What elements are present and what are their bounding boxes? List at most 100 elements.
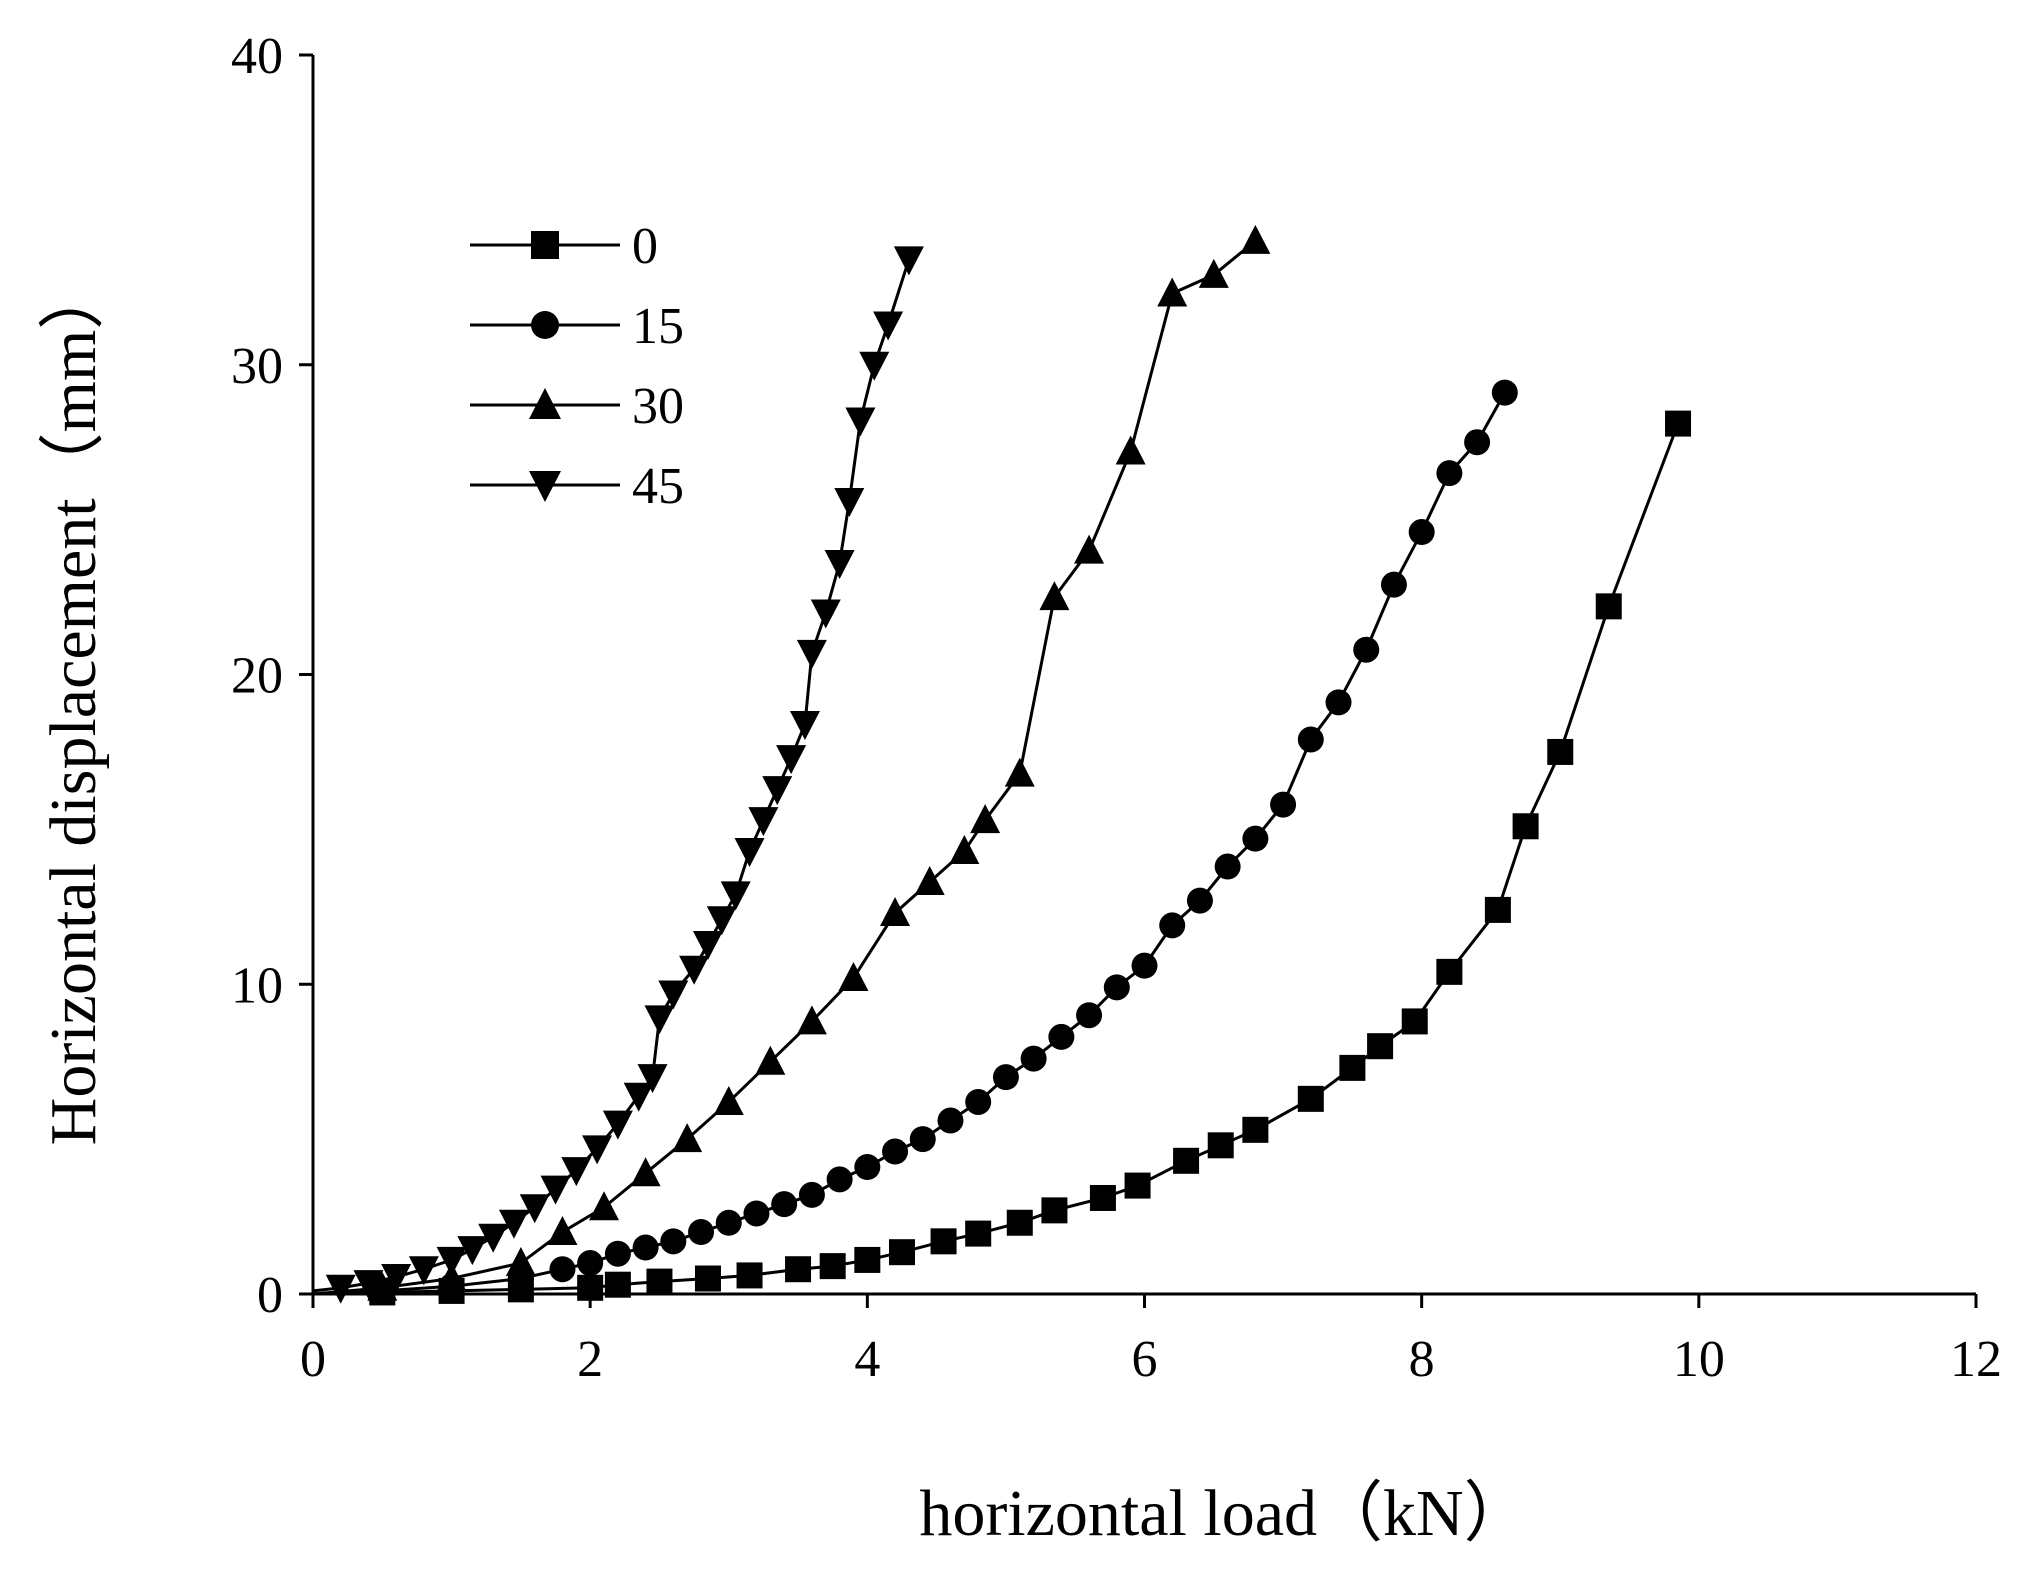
data-point-triangle-down — [353, 1270, 384, 1300]
data-point-circle — [604, 1240, 631, 1267]
data-point-circle — [688, 1219, 715, 1246]
data-point-triangle-down — [325, 1274, 356, 1304]
data-point-triangle-down — [498, 1209, 529, 1239]
data-point-square — [577, 1274, 604, 1301]
data-point-circle — [882, 1138, 909, 1165]
series-0 — [312, 410, 1692, 1306]
data-point-circle — [1491, 379, 1518, 406]
data-point-square — [965, 1220, 992, 1247]
data-point-square — [604, 1271, 631, 1298]
data-point-square — [1242, 1116, 1269, 1143]
data-point-square — [1124, 1172, 1151, 1199]
data-point-square — [1595, 593, 1622, 620]
data-point-triangle-up — [1039, 581, 1070, 611]
data-point-circle — [632, 1234, 659, 1261]
data-point-circle — [909, 1126, 936, 1153]
data-point-circle — [1297, 726, 1324, 753]
axes — [311, 55, 1976, 1296]
y-tick-label: 10 — [231, 957, 283, 1014]
data-point-circle — [854, 1154, 881, 1181]
data-point-triangle-up — [713, 1085, 744, 1115]
data-point-triangle-down — [748, 807, 779, 837]
data-point-triangle-down — [529, 471, 561, 502]
data-point-triangle-down — [582, 1135, 613, 1165]
data-point-circle — [577, 1250, 604, 1277]
data-point-triangle-down — [706, 906, 737, 936]
data-point-triangle-up — [436, 1262, 467, 1292]
data-point-triangle-up — [1115, 435, 1146, 465]
data-point-square — [1484, 896, 1511, 923]
data-point-triangle-down — [408, 1256, 439, 1286]
data-point-triangle-up — [589, 1191, 620, 1221]
series-line-15 — [312, 391, 1507, 1296]
data-point-circle — [1159, 912, 1186, 939]
data-point-triangle-up — [630, 1157, 661, 1187]
data-point-square — [785, 1256, 812, 1283]
data-point-circle — [1270, 791, 1297, 818]
data-point-triangle-down — [834, 488, 865, 518]
data-point-triangle-up — [880, 897, 911, 927]
legend: 0 15 30 45 — [470, 218, 684, 515]
y-axis-title: Horizontal displacement（mm） — [37, 264, 110, 1146]
data-point-circle — [1186, 887, 1213, 914]
series-30 — [312, 224, 1271, 1301]
data-point-triangle-up — [529, 388, 561, 419]
data-point-circle — [743, 1200, 770, 1227]
data-point-square — [1547, 738, 1574, 765]
series — [312, 224, 1692, 1306]
data-point-triangle-down — [776, 745, 807, 775]
data-point-circle — [1380, 571, 1407, 598]
data-point-circle — [531, 311, 559, 339]
legend-item-0: 0 — [470, 218, 658, 275]
data-point-triangle-up — [970, 804, 1001, 834]
series-line-0 — [312, 423, 1680, 1296]
x-tick-label: 10 — [1673, 1331, 1725, 1388]
x-tick-label: 8 — [1409, 1331, 1435, 1388]
data-point-square — [1512, 813, 1539, 840]
series-15 — [312, 379, 1518, 1304]
y-tick-label: 30 — [231, 338, 283, 395]
data-point-triangle-down — [623, 1082, 654, 1112]
data-point-square — [531, 231, 559, 259]
data-point-circle — [771, 1191, 798, 1218]
data-point-circle — [1325, 689, 1352, 716]
legend-item-30: 30 — [470, 378, 684, 435]
data-point-triangle-down — [824, 549, 855, 579]
data-point-triangle-up — [1198, 258, 1229, 288]
data-point-triangle-down — [789, 711, 820, 741]
data-point-square — [1339, 1054, 1366, 1081]
data-point-triangle-down — [381, 1263, 412, 1293]
data-point-triangle-up — [1240, 224, 1271, 254]
data-point-circle — [798, 1181, 825, 1208]
x-axis-title: horizontal load（kN） — [919, 1477, 1529, 1550]
data-point-triangle-up — [1004, 757, 1035, 787]
data-point-triangle-down — [692, 930, 723, 960]
data-point-square — [1665, 410, 1692, 437]
ticks: 0 2 4 6 8 10 12 0 10 20 30 40 — [231, 28, 2002, 1388]
data-point-triangle-up — [367, 1271, 398, 1301]
data-point-triangle-up — [914, 866, 945, 896]
data-point-circle — [1076, 1002, 1103, 1029]
x-tick-label: 0 — [300, 1331, 326, 1388]
series-line-30 — [312, 239, 1257, 1296]
data-point-triangle-down — [519, 1194, 550, 1224]
data-point-square — [930, 1228, 957, 1255]
legend-item-45: 45 — [470, 458, 684, 515]
legend-item-15: 15 — [470, 298, 684, 355]
data-point-triangle-down — [734, 838, 765, 868]
data-point-triangle-down — [658, 980, 689, 1010]
data-point-square — [1173, 1147, 1200, 1174]
data-point-triangle-down — [720, 881, 751, 911]
data-point-circle — [1464, 429, 1491, 456]
data-point-circle — [715, 1209, 742, 1236]
data-point-triangle-down — [845, 407, 876, 437]
data-point-square — [1041, 1197, 1068, 1224]
data-point-square — [888, 1239, 915, 1266]
y-tick-label: 20 — [231, 648, 283, 705]
data-point-triangle-down — [873, 311, 904, 341]
data-point-triangle-up — [505, 1247, 536, 1277]
data-point-square — [646, 1268, 673, 1295]
data-point-square — [1089, 1184, 1116, 1211]
series-45 — [312, 246, 924, 1304]
